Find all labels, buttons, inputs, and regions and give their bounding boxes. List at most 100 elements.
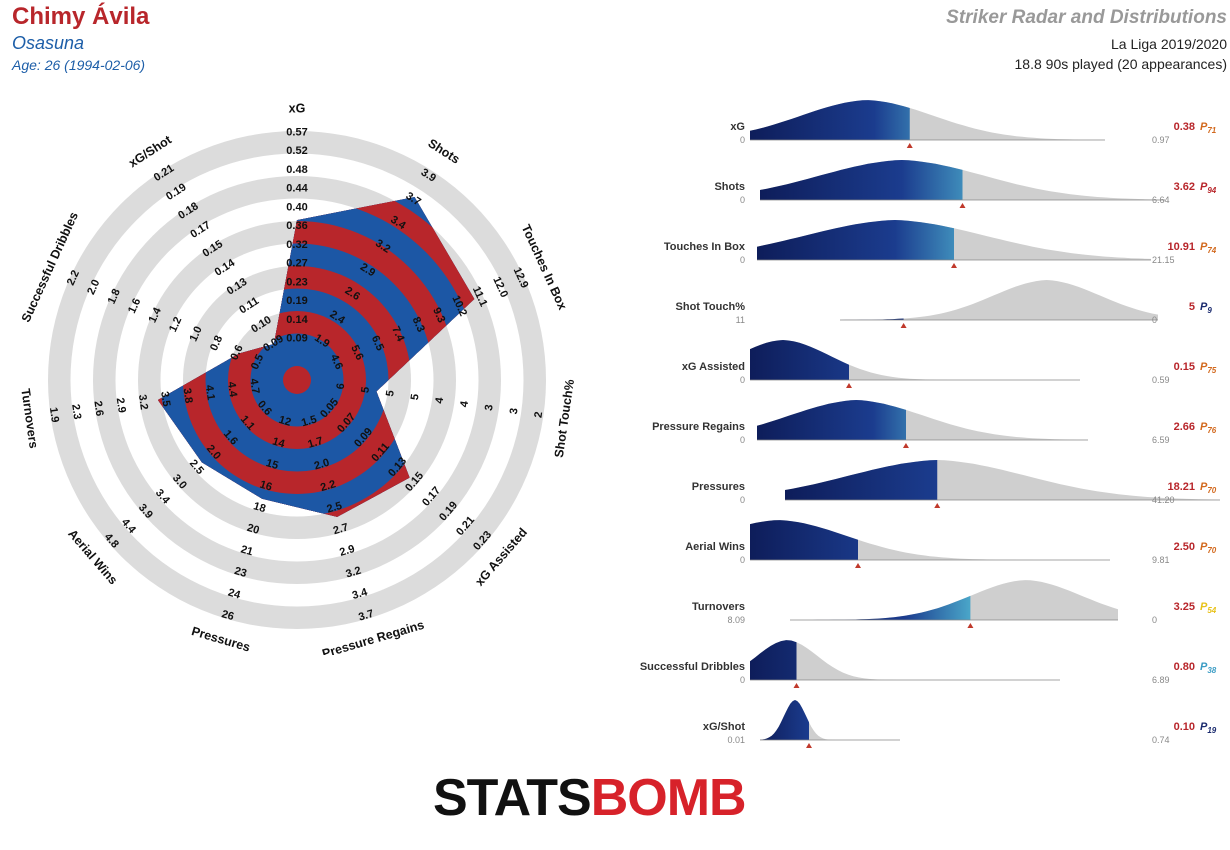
dist-marker-xg-shot — [806, 743, 812, 748]
radar-tick-pressure-regains: 2.9 — [338, 543, 356, 559]
radar-tick-pressures: 26 — [220, 608, 235, 623]
dist-percentile-shot-touch: P9 — [1200, 301, 1212, 315]
radar-tick-xg: 0.14 — [286, 314, 308, 326]
radar-tick-successful-dribbles: 2.0 — [85, 278, 102, 297]
dist-shape-shot-touch — [840, 280, 1158, 320]
radar-tick-pressures: 23 — [233, 565, 248, 580]
radar-tick-pressures: 16 — [258, 479, 273, 494]
dist-marker-pressures — [934, 503, 941, 508]
dist-fill-xg-shot — [760, 700, 809, 740]
radar-tick-xg: 0.52 — [286, 145, 307, 157]
radar-tick-xg: 0.36 — [286, 220, 307, 232]
dist-value-turnovers: 3.25 — [1174, 601, 1195, 613]
report-title: Striker Radar and Distributions — [946, 7, 1227, 28]
radar-tick-touches-in-box: 6.5 — [369, 334, 386, 353]
radar-tick-xg: 0.40 — [286, 201, 307, 213]
radar-tick-touches-in-box: 4.6 — [328, 353, 345, 372]
team-name: Osasuna — [12, 33, 85, 53]
dist-fill-xg-assisted — [750, 340, 849, 380]
dist-value-xg-assisted: 0.15 — [1174, 361, 1195, 373]
dist-percentile-touches-in-box: P74 — [1200, 241, 1217, 255]
dist-marker-shots — [959, 203, 966, 208]
statsbomb-logo: STATSBOMB — [433, 769, 747, 827]
dist-percentile-successful-dribbles: P38 — [1200, 661, 1217, 675]
dist-max-xg: 0.97 — [1152, 135, 1170, 145]
dist-min-turnovers: 8.09 — [727, 615, 745, 625]
player-age: Age: 26 (1994-02-06) — [12, 57, 146, 73]
dist-max-turnovers: 0 — [1152, 615, 1157, 625]
dist-marker-turnovers — [967, 623, 974, 628]
dist-percentile-shots: P94 — [1200, 181, 1217, 195]
dist-percentile-num: 54 — [1207, 606, 1216, 615]
dist-max-touches-in-box: 21.15 — [1152, 255, 1175, 265]
radar-tick-xg: 0.48 — [286, 164, 307, 176]
dist-label-shots: Shots — [714, 181, 745, 193]
radar-tick-shot-touch: 3 — [508, 407, 521, 415]
dist-min-shot-touch: 11 — [736, 315, 745, 325]
radar-chart: 0.09 0.14 0.19 0.23 0.27 0.32 0.36 0.40 0.44 0.48… — [18, 101, 577, 655]
dist-max-shot-touch: 0 — [1152, 315, 1157, 325]
radar-axis-label-turnovers: Turnovers — [18, 388, 40, 450]
dist-percentile-num: 94 — [1207, 186, 1216, 195]
dist-fill-turnovers — [790, 595, 971, 620]
dist-label-aerial-wins: Aerial Wins — [685, 541, 745, 553]
dist-marker-successful-dribbles — [793, 683, 800, 688]
dist-value-pressure-regains: 2.66 — [1174, 421, 1195, 433]
radar-tick-shot-touch: 5 — [384, 389, 397, 397]
dist-percentile-xg-assisted: P75 — [1200, 361, 1217, 375]
dist-marker-aerial-wins — [855, 563, 861, 568]
radar-tick-successful-dribbles: 2.2 — [65, 268, 82, 287]
dist-marker-xg — [906, 143, 913, 148]
dist-min-successful-dribbles: 0 — [740, 675, 745, 685]
dist-value-touches-in-box: 10.91 — [1167, 241, 1195, 253]
radar-tick-touches-in-box: 8.3 — [410, 315, 427, 334]
dist-max-pressures: 41.20 — [1152, 495, 1175, 505]
radar-tick-successful-dribbles: 0.6 — [228, 343, 245, 362]
dist-fill-xg — [750, 100, 910, 140]
radar-tick-pressures: 14 — [271, 436, 287, 451]
dist-value-xg-shot: 0.10 — [1174, 721, 1195, 733]
radar-tick-pressures: 15 — [265, 457, 280, 472]
logo-text-bomb: BOMB — [590, 769, 747, 827]
dist-marker-pressure-regains — [902, 443, 909, 448]
radar-tick-shot-touch: 6 — [335, 382, 348, 390]
radar-tick-shot-touch: 2 — [533, 411, 546, 419]
dist-percentile-pressures: P70 — [1200, 481, 1217, 495]
dist-fill-shots — [760, 160, 963, 200]
radar-tick-turnovers: 2.3 — [69, 403, 83, 420]
radar-tick-successful-dribbles: 1.0 — [188, 325, 205, 344]
dist-percentile-pressure-regains: P76 — [1200, 421, 1217, 435]
radar-tick-successful-dribbles: 0.5 — [249, 353, 266, 372]
radar-tick-shot-touch: 4 — [434, 396, 447, 405]
radar-tick-turnovers: 3.5 — [158, 391, 172, 408]
dist-value-xg: 0.38 — [1174, 121, 1195, 133]
dist-label-successful-dribbles: Successful Dribbles — [640, 661, 745, 673]
distribution-charts: xG 0 0.97 0.38 P71 Shots 0 6.64 3.62 P94 Touches I… — [640, 100, 1220, 748]
dist-min-xg-shot: 0.01 — [727, 735, 745, 745]
dist-max-pressure-regains: 6.59 — [1152, 435, 1170, 445]
dist-label-pressure-regains: Pressure Regains — [652, 421, 745, 433]
radar-tick-xg: 0.32 — [286, 239, 307, 251]
radar-tick-pressures: 12 — [277, 414, 292, 429]
radar-tick-pressure-regains: 2.5 — [325, 500, 343, 516]
dist-fill-pressure-regains — [757, 400, 906, 440]
dist-label-touches-in-box: Touches In Box — [664, 241, 746, 253]
dist-value-aerial-wins: 2.50 — [1174, 541, 1195, 553]
radar-tick-pressure-regains: 1.5 — [300, 413, 318, 429]
dist-min-touches-in-box: 0 — [740, 255, 745, 265]
dist-percentile-xg: P71 — [1200, 121, 1217, 135]
dist-percentile-num: 38 — [1207, 666, 1216, 675]
competition: La Liga 2019/2020 — [1111, 36, 1227, 52]
dist-label-turnovers: Turnovers — [692, 601, 745, 613]
dist-value-shots: 3.62 — [1174, 181, 1195, 193]
radar-tick-turnovers: 2.9 — [114, 397, 128, 414]
dist-percentile-num: 70 — [1207, 486, 1216, 495]
dist-percentile-turnovers: P54 — [1200, 601, 1217, 615]
radar-tick-turnovers: 4.7 — [247, 378, 261, 395]
dist-min-shots: 0 — [740, 195, 745, 205]
radar-tick-xg: 0.23 — [286, 276, 307, 288]
radar-axis-label-xg: xG — [289, 101, 306, 115]
radar-tick-touches-in-box: 5.6 — [348, 343, 365, 362]
dist-marker-shot-touch — [900, 323, 907, 328]
radar-tick-turnovers: 4.1 — [203, 384, 217, 401]
